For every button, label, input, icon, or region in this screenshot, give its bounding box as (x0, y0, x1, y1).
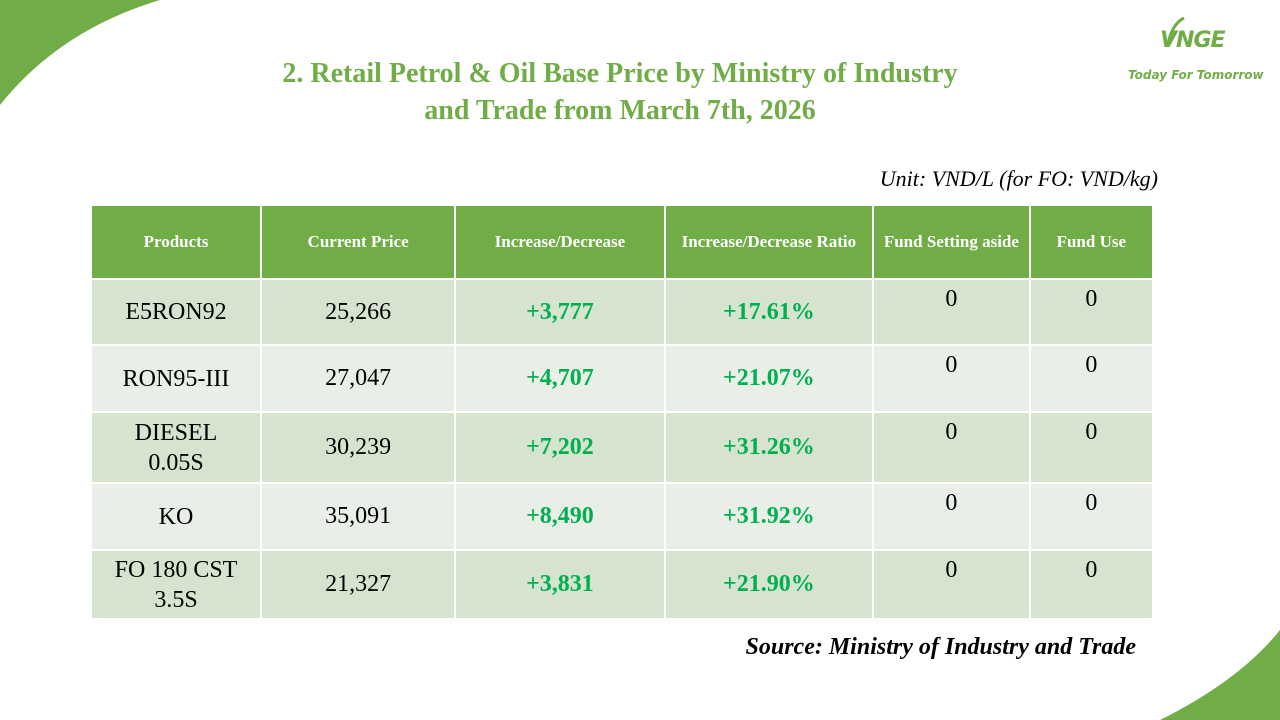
unit-note: Unit: VND/L (for FO: VND/kg) (879, 166, 1158, 191)
corner-shape (0, 0, 160, 105)
fund-cell: 0 (1028, 344, 1155, 413)
product-name: FO 180 CST 3.5S (114, 556, 238, 613)
change-cell: +17.61% (663, 278, 875, 346)
change-cell: +31.92% (663, 482, 875, 551)
title-line: 2. Retail Petrol & Oil Base Price by Min… (282, 58, 958, 89)
fund-cell: 0 (872, 549, 1031, 620)
table-row: KO 35,091 +8,490 +31.92% 0 0 (89, 482, 1155, 551)
title-line: and Trade from March 7th, 2026 (424, 95, 816, 126)
product-name: DIESEL 0.05S (134, 419, 218, 476)
change-cell: +4,707 (454, 344, 666, 413)
fund-cell: 0 (1028, 278, 1155, 346)
logo-leaf (1166, 16, 1185, 45)
change-cell: +7,202 (454, 411, 666, 484)
column-header: Increase/Decrease Ratio (663, 206, 875, 280)
product-name: KO (158, 503, 194, 530)
fund-cell: 0 (872, 411, 1031, 484)
price-cell: 25,266 (260, 278, 457, 346)
product-cell: FO 180 CST 3.5S (89, 549, 263, 620)
column-header: Current Price (260, 206, 457, 280)
table-row: DIESEL 0.05S 30,239 +7,202 +31.26% 0 0 (89, 411, 1155, 484)
fund-cell: 0 (1028, 411, 1155, 484)
source-note: Source: Ministry of Industry and Trade (745, 634, 1137, 660)
product-name: RON95-III (122, 365, 230, 392)
product-cell: E5RON92 (89, 278, 263, 346)
change-cell: +31.26% (663, 411, 875, 484)
product-cell: DIESEL 0.05S (89, 411, 263, 484)
price-cell: 27,047 (260, 344, 457, 413)
fund-cell: 0 (872, 278, 1031, 346)
price-cell: 21,327 (260, 549, 457, 620)
column-header: Fund Setting aside (872, 206, 1031, 280)
table-row: E5RON92 25,266 +3,777 +17.61% 0 0 (89, 278, 1155, 346)
price-cell: 30,239 (260, 411, 457, 484)
change-cell: +21.07% (663, 344, 875, 413)
change-cell: +3,831 (454, 549, 666, 620)
logo-brand: VNGE (1160, 28, 1226, 53)
price-cell: 35,091 (260, 482, 457, 551)
change-cell: +21.90% (663, 549, 875, 620)
price-table: Products Current Price Increase/Decrease In… (89, 206, 1155, 620)
column-header: Increase/Decrease (454, 206, 666, 280)
header-row: Products Current Price Increase/Decrease In… (89, 206, 1155, 280)
column-header: Fund Use (1028, 206, 1155, 280)
table-row: RON95-III 27,047 +4,707 +21.07% 0 0 (89, 344, 1155, 413)
product-name: E5RON92 (125, 299, 227, 325)
fund-cell: 0 (1028, 482, 1155, 551)
change-cell: +3,777 (454, 278, 666, 346)
corner-shape (1160, 630, 1280, 720)
table-row: FO 180 CST 3.5S 21,327 +3,831 +21.90% 0 0 (89, 549, 1155, 620)
product-cell: KO (89, 482, 263, 551)
column-header: Products (89, 206, 263, 280)
fund-cell: 0 (872, 344, 1031, 413)
change-cell: +8,490 (454, 482, 666, 551)
product-cell: RON95-III (89, 344, 263, 413)
fund-cell: 0 (1028, 549, 1155, 620)
logo-tagline: Today For Tomorrow (1128, 68, 1264, 82)
fund-cell: 0 (872, 482, 1031, 551)
